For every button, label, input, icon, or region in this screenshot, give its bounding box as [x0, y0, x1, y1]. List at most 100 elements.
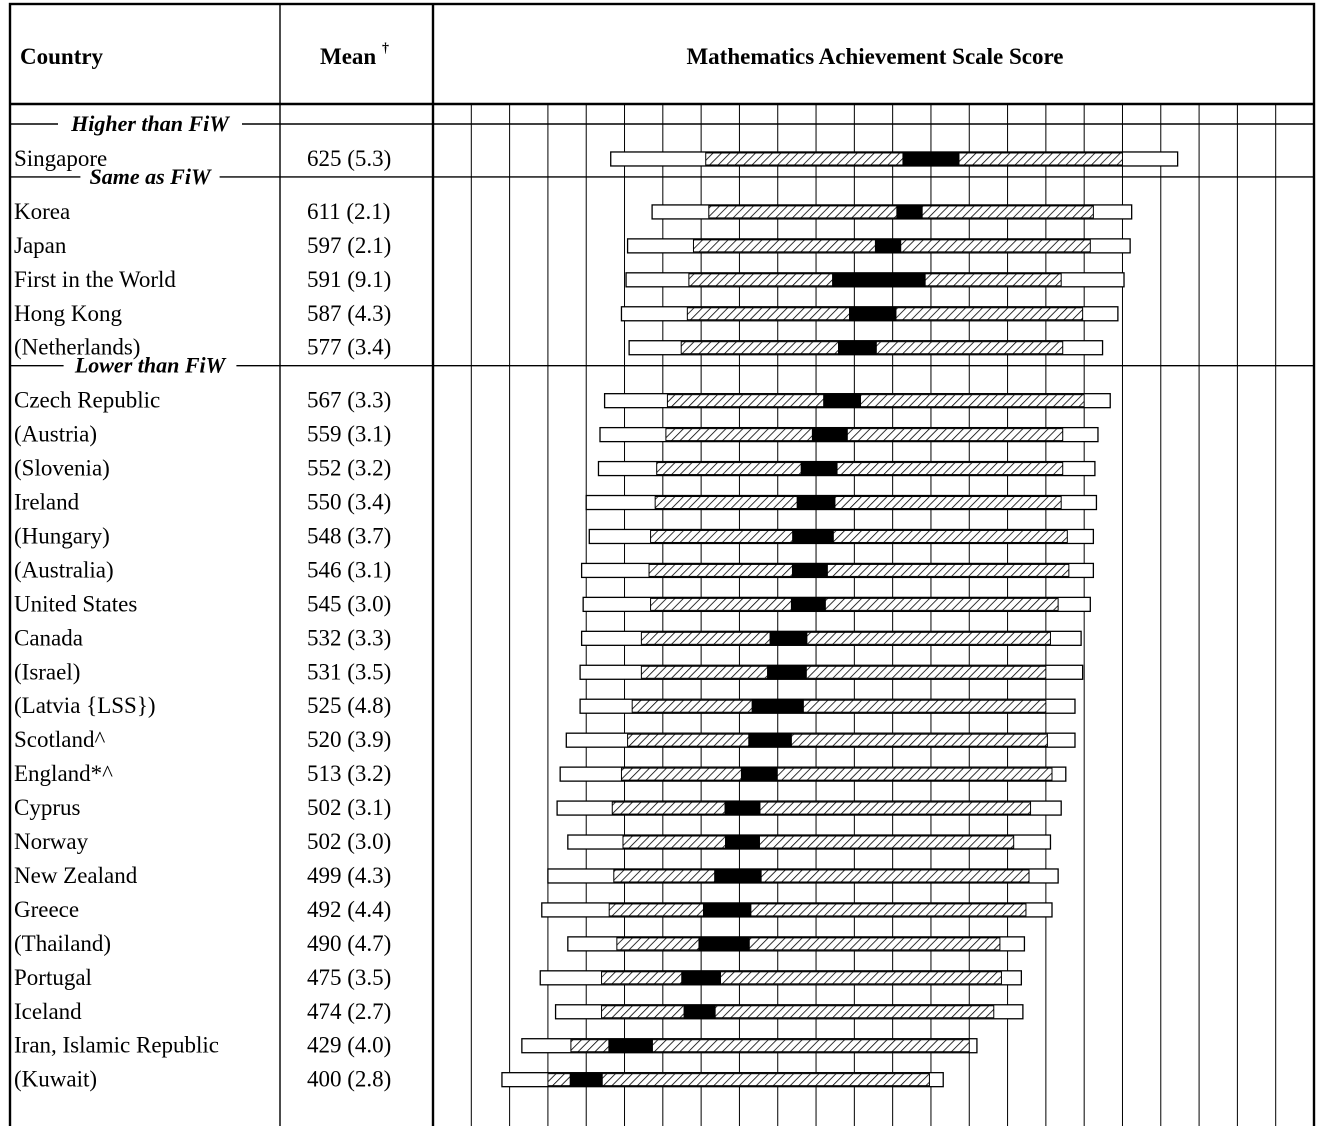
country-name: Singapore	[14, 146, 107, 171]
percentile-bar	[599, 426, 1099, 443]
percentile-bar	[567, 936, 1026, 952]
mean-confidence-interval	[767, 665, 807, 680]
mean-column-header: Mean †	[320, 41, 389, 69]
percentile-bar	[580, 630, 1082, 646]
percentile-25-75-band	[631, 699, 1047, 713]
percentile-25-75-band	[601, 1005, 995, 1019]
percentile-bar	[554, 1004, 1024, 1020]
country-name: Czech Republic	[14, 388, 160, 413]
mean-confidence-interval	[725, 835, 760, 850]
mean-score: 591 (9.1)	[307, 267, 391, 292]
mean-score: 559 (3.1)	[307, 422, 391, 447]
mean-score: 474 (2.7)	[307, 999, 391, 1024]
mean-confidence-interval	[792, 529, 834, 544]
mean-score: 587 (4.3)	[307, 301, 391, 326]
percentile-25-75-band	[650, 597, 1059, 611]
country-name: Ireland	[14, 490, 80, 515]
mean-confidence-interval	[823, 393, 862, 408]
mean-confidence-interval	[796, 495, 836, 510]
mean-score: 597 (2.1)	[307, 233, 391, 258]
mean-confidence-interval	[811, 427, 848, 442]
mean-confidence-interval	[569, 1072, 603, 1087]
percentile-bar	[585, 494, 1098, 511]
percentile-25-75-band	[622, 835, 1015, 849]
mean-score: 429 (4.0)	[307, 1033, 391, 1058]
percentile-25-75-band	[611, 801, 1032, 815]
mean-score: 567 (3.3)	[307, 388, 391, 413]
mean-confidence-interval	[896, 204, 923, 219]
country-name: Greece	[14, 897, 79, 922]
country-name: (Australia)	[14, 557, 114, 582]
country-name: Hong Kong	[14, 301, 122, 326]
mean-confidence-interval	[714, 868, 762, 883]
percentile-bar	[579, 698, 1076, 714]
percentile-bar	[610, 151, 1179, 167]
mean-score: 520 (3.9)	[307, 727, 391, 752]
percentile-25-75-band	[613, 869, 1030, 883]
percentile-25-75-band	[640, 665, 1047, 679]
mean-score: 545 (3.0)	[307, 591, 391, 616]
country-name: (Slovenia)	[14, 456, 110, 481]
mean-confidence-interval	[902, 151, 960, 166]
country-name: Canada	[14, 625, 83, 650]
group-label: Lower than FiW	[74, 353, 227, 378]
group-label: Same as FiW	[89, 164, 211, 189]
percentile-25-75-band	[648, 563, 1070, 577]
percentile-bar	[628, 340, 1104, 356]
country-name: (Netherlands)	[14, 335, 140, 360]
country-name: Iran, Islamic Republic	[14, 1033, 219, 1058]
country-name: (Israel)	[14, 659, 80, 684]
percentile-25-75-band	[656, 462, 1064, 476]
percentile-bar	[521, 1038, 978, 1054]
rows-layer: Higher than FiW Singapore 625 (5.3) Same as…	[10, 111, 1314, 1092]
percentile-bar	[620, 306, 1119, 322]
percentile-bar	[559, 766, 1067, 782]
mean-confidence-interval	[608, 1038, 653, 1053]
mean-score: 502 (3.0)	[307, 829, 391, 854]
percentile-25-75-band	[570, 1039, 970, 1053]
mean-confidence-interval	[683, 1004, 716, 1019]
mean-score: 532 (3.3)	[307, 625, 391, 650]
country-name: (Austria)	[14, 422, 97, 447]
percentile-25-75-band	[547, 1073, 930, 1087]
country-name: Norway	[14, 829, 89, 854]
chart-title: Mathematics Achievement Scale Score	[686, 44, 1063, 69]
mean-score: 550 (3.4)	[307, 490, 391, 515]
mean-confidence-interval	[681, 970, 722, 985]
mean-confidence-interval	[769, 631, 808, 646]
country-column-header: Country	[20, 44, 104, 69]
percentile-bar	[597, 460, 1096, 477]
percentile-25-75-band	[640, 631, 1051, 645]
mean-score: 552 (3.2)	[307, 456, 391, 481]
mean-score: 611 (2.1)	[307, 199, 390, 224]
percentile-25-75-band	[665, 428, 1064, 442]
percentile-bar	[582, 596, 1091, 613]
mean-score: 400 (2.8)	[307, 1067, 391, 1092]
mean-header-label: Mean	[320, 44, 376, 69]
mean-score: 499 (4.3)	[307, 863, 391, 888]
country-name: Scotland^	[14, 727, 105, 752]
percentile-bar	[579, 664, 1084, 680]
percentile-bar	[547, 868, 1059, 884]
percentile-bar	[603, 393, 1111, 409]
percentile-25-75-band	[666, 394, 1085, 408]
percentile-bar	[625, 272, 1125, 288]
country-name: (Kuwait)	[14, 1067, 97, 1092]
mean-score: 546 (3.1)	[307, 557, 391, 582]
percentile-bar	[567, 834, 1052, 850]
mean-confidence-interval	[791, 563, 828, 578]
mean-confidence-interval	[874, 238, 902, 253]
country-name: Iceland	[14, 999, 82, 1024]
country-name: (Latvia {LSS})	[14, 693, 156, 718]
mean-confidence-interval	[698, 936, 750, 951]
mean-score: 577 (3.4)	[307, 335, 391, 360]
percentile-bar	[588, 528, 1095, 545]
mean-confidence-interval	[800, 461, 838, 476]
mean-confidence-interval	[849, 306, 897, 321]
mean-confidence-interval	[740, 767, 778, 782]
mean-score: 525 (4.8)	[307, 693, 391, 718]
bars-layer	[501, 151, 1179, 1088]
country-name: (Hungary)	[14, 523, 110, 548]
percentile-bar	[539, 970, 1023, 986]
